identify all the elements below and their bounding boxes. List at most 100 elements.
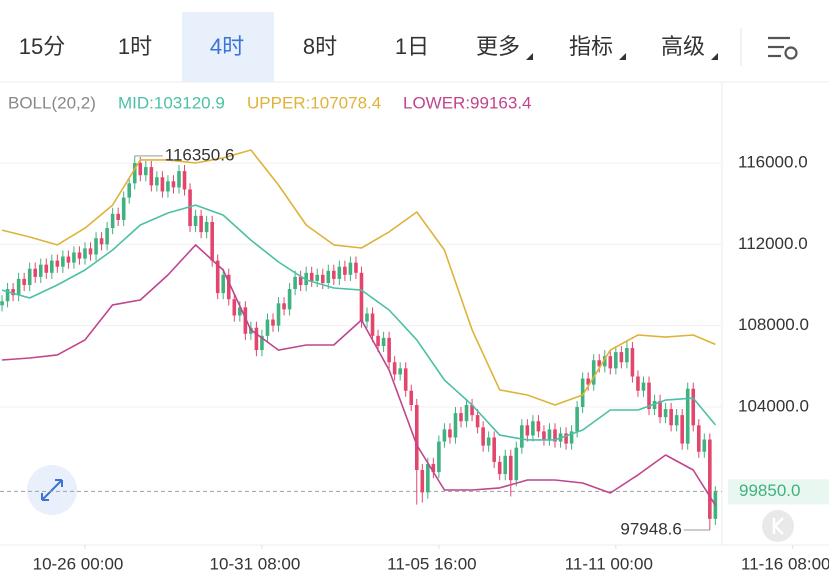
candle-body [160,177,165,192]
candle-body [569,431,574,444]
tab[interactable]: 4时 [210,34,244,59]
candle-body [641,382,646,391]
candle-body [22,278,26,285]
candle-body [652,400,657,410]
candle-body [210,221,214,261]
settings-icon[interactable] [768,36,798,60]
candle-body [696,425,701,452]
candle-body [520,425,524,448]
candle-body [514,447,519,481]
candle-body [470,404,474,416]
candle-body [442,429,447,442]
x-tick-label: 10-31 08:00 [210,554,301,573]
candle-body [265,319,270,336]
candle-body [370,313,375,336]
candle-body [398,368,402,375]
candle-body [121,197,126,220]
candle-body [459,413,463,422]
menu[interactable]: 更多 [476,34,520,59]
candle-body [171,181,176,188]
candle-body [586,378,590,385]
candle-body [116,213,120,220]
y-tick-label: 112000.0 [738,234,808,253]
candle-body [674,415,679,426]
candle-body [326,270,331,283]
candle-body [580,378,585,407]
candle-body [625,348,629,363]
candle-body [381,337,386,346]
menu[interactable]: 高级 [661,34,705,59]
candle-body [110,213,115,229]
candle-body [44,264,49,273]
menu-caret [711,53,718,60]
candle-body [193,215,198,227]
candle-body [88,248,93,255]
candle-body [597,360,602,367]
x-tick-label: 11-05 16:00 [387,554,476,573]
candle-body [680,415,684,444]
candle-body [182,171,187,190]
candle-body [492,437,496,462]
y-tick-label: 104000.0 [738,396,809,415]
legend-entry: LOWER:99163.4 [403,93,532,112]
k-button[interactable] [762,510,794,542]
menu-caret [526,53,533,60]
candle-body [525,425,530,436]
candle-body [475,415,480,428]
tab[interactable]: 1时 [118,34,152,59]
candle-body [38,264,43,277]
candle-body [337,266,342,279]
k-icon [772,517,784,535]
last-price-label: 99850.0 [739,481,800,500]
candle-body [155,177,159,186]
candle-body [547,429,552,440]
candle-body [221,274,226,294]
candle-body [215,260,220,294]
candle-body [448,429,452,438]
candle-body [343,266,347,275]
candle-body [132,162,137,184]
candle-body [232,299,237,316]
candle-body [5,289,10,302]
candle-body [608,356,613,369]
x-tick-label: 10-26 00:00 [33,554,124,573]
tab[interactable]: 8时 [303,34,337,59]
candle-body [464,404,469,422]
candle-body [365,313,369,322]
expand-button[interactable] [27,465,77,515]
candle-body [702,439,707,452]
legend-entry: MID:103120.9 [118,93,225,112]
legend-entry: UPPER:107078.4 [247,93,381,112]
candle-body [188,189,192,227]
candle-body [320,274,325,283]
candle-body [138,162,143,176]
menu[interactable]: 指标 [569,34,613,59]
tab[interactable]: 15分 [19,34,65,59]
candle-body [298,276,303,285]
candle-body [420,470,425,493]
candle-body [94,238,98,255]
candle-body [691,388,696,426]
candle-body [27,268,32,285]
y-tick-label: 116000.0 [738,152,808,171]
candle-body [409,390,414,405]
candles [0,155,718,531]
candle-body [685,388,690,444]
candle-body [453,413,458,438]
tab[interactable]: 1日 [395,34,429,59]
candle-body [16,278,21,296]
candle-body [33,268,38,277]
candle-body [83,248,87,259]
candle-body [647,382,651,410]
candle-body [658,400,662,418]
candle-body [66,256,71,263]
candle-body [348,262,353,275]
candle-body [486,437,491,446]
candle-body [304,272,308,285]
candle-body [354,262,358,273]
candle-body [226,274,231,300]
icon-gear [784,46,798,60]
candle-body [287,289,292,310]
